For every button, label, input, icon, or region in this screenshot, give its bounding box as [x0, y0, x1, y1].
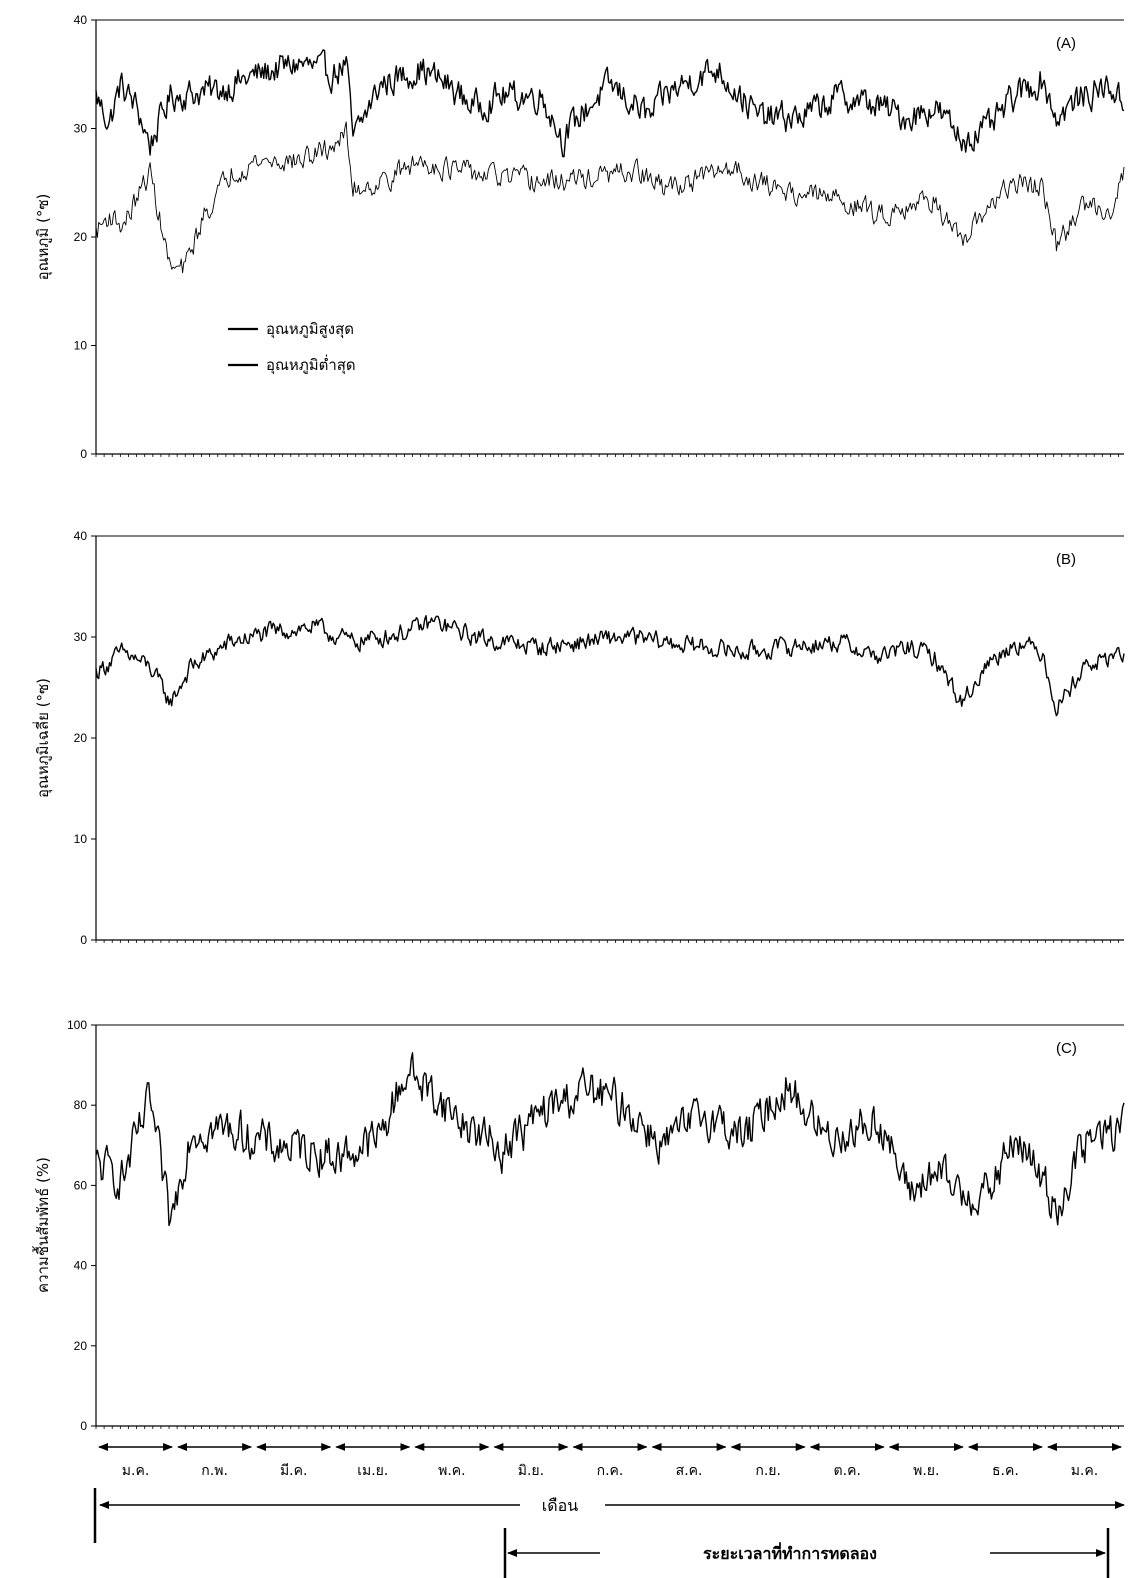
- experiment-period: ระยะเวลาที่ทำการทดลอง: [503, 1528, 1110, 1578]
- panel-a-y-ticks: 0 10 20 30 40: [74, 13, 96, 461]
- month-label: ต.ค.: [834, 1463, 861, 1479]
- xlabel: เดือน: [542, 1496, 578, 1515]
- y-tick-label: 0: [80, 933, 87, 947]
- month-label: ก.ค.: [597, 1463, 624, 1479]
- month-label: มี.ค.: [280, 1463, 308, 1479]
- y-tick-label: 20: [74, 731, 88, 745]
- y-tick-label: 80: [74, 1098, 88, 1112]
- series-line: [95, 1052, 1125, 1227]
- y-tick-label: 40: [74, 1259, 88, 1273]
- panel-a-y-axis-label: อุณหภูมิ (°ซ): [34, 194, 53, 281]
- y-tick-label: 40: [74, 13, 88, 27]
- y-tick-label: 100: [67, 1018, 87, 1032]
- xlabel-group: เดือน: [93, 1488, 1125, 1543]
- month-axis: ม.ค. ก.พ. มี.ค. เม.ย. พ.ค. มิ.ย. ก.ค. ส.ค. ก.ย. ต…: [98, 1443, 1122, 1479]
- month-label: เม.ย.: [357, 1463, 388, 1479]
- y-tick-label: 20: [74, 1339, 88, 1353]
- month-label: พ.ย.: [913, 1463, 939, 1479]
- panel-a-series: [95, 49, 1125, 274]
- y-tick-label: 30: [74, 122, 88, 136]
- series-line: [95, 615, 1125, 717]
- y-tick-label: 40: [74, 529, 88, 543]
- panel-a-label: (A): [1056, 35, 1076, 52]
- month-label: มิ.ย.: [518, 1463, 544, 1479]
- panel-b-y-ticks: 0 10 20 30 40: [74, 529, 96, 947]
- y-tick-label: 0: [80, 447, 87, 461]
- panel-b-y-axis-label: อุณหภูมิเฉลี่ย (°ซ): [32, 678, 53, 798]
- month-label: ม.ค.: [122, 1463, 150, 1479]
- panel-b-x-minor-ticks: [95, 940, 1119, 943]
- panel-c-y-ticks: 0 20 40 60 80 100: [67, 1018, 96, 1433]
- series-line: [95, 121, 1125, 274]
- month-label: ก.พ.: [201, 1463, 228, 1479]
- panel-b-label: (B): [1056, 551, 1076, 568]
- panel-c: 0 20 40 60 80 100 (C) ความชื้นสัมพัทธ์ (%): [32, 1018, 1125, 1433]
- y-tick-label: 0: [80, 1419, 87, 1433]
- experiment-period-label: ระยะเวลาที่ทำการทดลอง: [703, 1542, 877, 1563]
- panel-a-x-minor-ticks: [95, 454, 1119, 457]
- month-label: ม.ค.: [1071, 1463, 1099, 1479]
- panel-b-series: [95, 615, 1125, 717]
- panel-c-label: (C): [1056, 1040, 1077, 1057]
- y-tick-label: 10: [74, 832, 88, 846]
- panel-c-series: [95, 1052, 1125, 1227]
- month-label: พ.ค.: [438, 1463, 466, 1479]
- y-tick-label: 60: [74, 1178, 88, 1192]
- y-tick-label: 20: [74, 230, 88, 244]
- month-label: ธ.ค.: [992, 1463, 1019, 1479]
- legend-label-min: อุณหภูมิต่ำสุด: [266, 354, 356, 375]
- series-line: [95, 49, 1125, 158]
- panel-c-x-minor-ticks: [95, 1426, 1119, 1429]
- panel-a-legend: อุณหภูมิสูงสุด อุณหภูมิต่ำสุด: [228, 320, 356, 375]
- panel-b: 0 10 20 30 40 (B) อุณหภูมิเฉลี่ย (°ซ): [32, 529, 1125, 947]
- legend-label-max: อุณหภูมิสูงสุด: [266, 320, 354, 339]
- panel-c-y-axis-label: ความชื้นสัมพัทธ์ (%): [32, 1157, 52, 1293]
- y-tick-label: 10: [74, 339, 88, 353]
- month-label: ก.ย.: [755, 1463, 781, 1479]
- panel-a: 0 10 20 30 40 (A) อุณหภูมิ (°ซ) อุณหภูมิสูงส…: [34, 13, 1125, 461]
- month-label: ส.ค.: [676, 1463, 703, 1479]
- y-tick-label: 30: [74, 630, 88, 644]
